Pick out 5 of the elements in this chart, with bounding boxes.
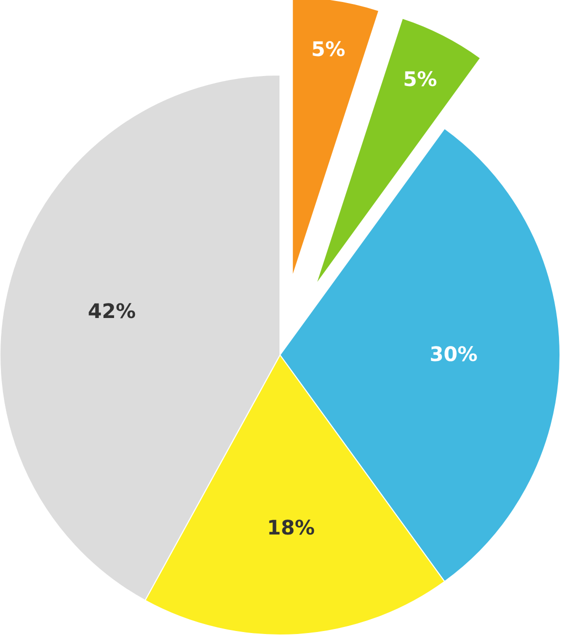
- data-label: 30%: [430, 342, 478, 366]
- data-label: 5%: [311, 37, 346, 62]
- data-label: 5%: [403, 67, 438, 92]
- data-label: 18%: [266, 515, 315, 540]
- data-label: 42%: [88, 298, 136, 323]
